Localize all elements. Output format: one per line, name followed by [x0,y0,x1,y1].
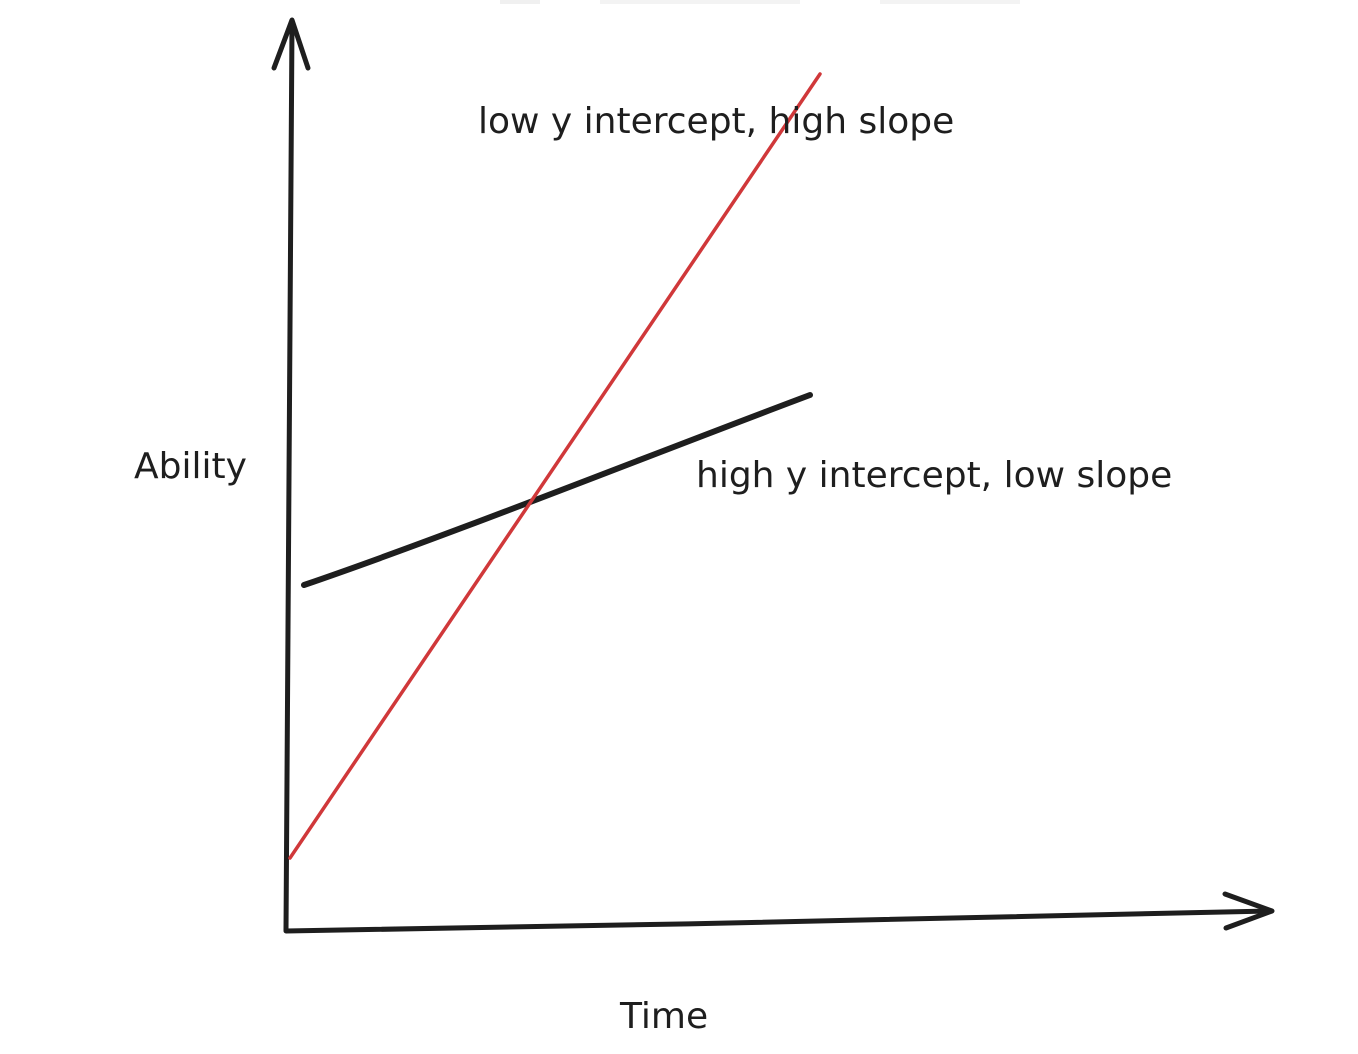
x-axis-line [283,908,1273,934]
red-line [288,72,822,860]
black-line-label: high y intercept, low slope [696,455,1172,496]
x-axis-arrowhead [1222,891,1275,931]
y-axis-arrowhead [271,17,311,71]
y-axis-line [283,21,295,933]
x-axis [283,891,1275,934]
faded-top-text [500,0,1020,4]
black-line [301,392,813,588]
x-axis-label: Time [619,996,708,1037]
y-axis [271,17,311,933]
red-line-label: low y intercept, high slope [478,101,954,142]
y-axis-label: Ability [134,446,247,487]
